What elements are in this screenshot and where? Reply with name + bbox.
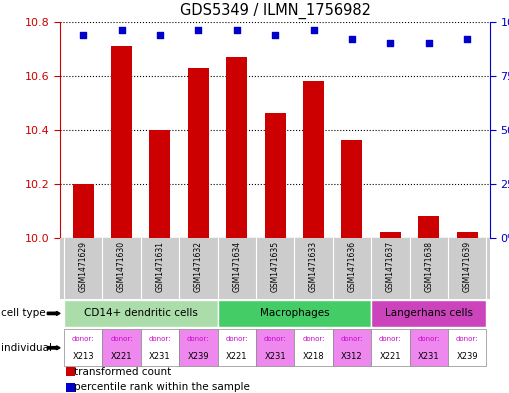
Point: [233, 27, 241, 33]
Bar: [380, 232, 401, 238]
Text: GSM1471639: GSM1471639: [463, 241, 472, 292]
Point: [425, 40, 433, 46]
Text: GSM1471632: GSM1471632: [194, 241, 203, 292]
Text: donor:: donor:: [72, 336, 94, 342]
Bar: [457, 232, 477, 238]
Bar: [188, 68, 209, 238]
Bar: [102, 329, 140, 366]
Text: GSM1471630: GSM1471630: [117, 241, 126, 292]
Bar: [448, 329, 486, 366]
Point: [271, 31, 279, 38]
Text: donor:: donor:: [417, 336, 440, 342]
Bar: [342, 141, 362, 238]
Bar: [217, 329, 256, 366]
Text: GSM1471634: GSM1471634: [232, 241, 241, 292]
Text: percentile rank within the sample: percentile rank within the sample: [74, 382, 250, 393]
Point: [386, 40, 394, 46]
Text: X231: X231: [264, 352, 286, 361]
Text: donor:: donor:: [225, 336, 248, 342]
Bar: [371, 300, 486, 327]
Point: [463, 36, 471, 42]
Text: donor:: donor:: [341, 336, 363, 342]
Text: X213: X213: [72, 352, 94, 361]
Bar: [140, 329, 179, 366]
Bar: [371, 329, 410, 366]
Bar: [294, 329, 333, 366]
Bar: [179, 329, 217, 366]
Text: donor:: donor:: [110, 336, 133, 342]
Text: X218: X218: [303, 352, 324, 361]
Point: [309, 27, 318, 33]
Text: GSM1471636: GSM1471636: [348, 241, 356, 292]
Text: donor:: donor:: [456, 336, 478, 342]
Text: X239: X239: [456, 352, 478, 361]
Title: GDS5349 / ILMN_1756982: GDS5349 / ILMN_1756982: [180, 3, 371, 19]
Point: [79, 31, 87, 38]
Bar: [60, 238, 490, 299]
Bar: [333, 329, 371, 366]
Bar: [226, 57, 247, 238]
Text: GSM1471633: GSM1471633: [309, 241, 318, 292]
Text: donor:: donor:: [379, 336, 402, 342]
Text: CD14+ dendritic cells: CD14+ dendritic cells: [84, 309, 197, 318]
Point: [194, 27, 203, 33]
Bar: [256, 329, 294, 366]
Text: GSM1471637: GSM1471637: [386, 241, 395, 292]
Bar: [73, 184, 94, 238]
Bar: [303, 81, 324, 238]
Bar: [418, 216, 439, 238]
Text: X221: X221: [226, 352, 247, 361]
Bar: [149, 130, 171, 238]
Text: Macrophages: Macrophages: [260, 309, 329, 318]
Text: GSM1471635: GSM1471635: [271, 241, 279, 292]
Text: GSM1471629: GSM1471629: [78, 241, 88, 292]
Bar: [410, 329, 448, 366]
Text: X221: X221: [380, 352, 401, 361]
Point: [118, 27, 126, 33]
Text: GSM1471638: GSM1471638: [424, 241, 433, 292]
Text: transformed count: transformed count: [74, 367, 171, 377]
Bar: [265, 114, 286, 238]
Bar: [111, 46, 132, 238]
Text: GSM1471631: GSM1471631: [155, 241, 164, 292]
Text: cell type: cell type: [1, 309, 46, 318]
Text: donor:: donor:: [302, 336, 325, 342]
Text: individual: individual: [1, 343, 52, 353]
Text: donor:: donor:: [264, 336, 287, 342]
Text: X231: X231: [418, 352, 440, 361]
Text: X221: X221: [111, 352, 132, 361]
Text: X239: X239: [187, 352, 209, 361]
Text: Langerhans cells: Langerhans cells: [385, 309, 473, 318]
Bar: [64, 329, 102, 366]
Text: X231: X231: [149, 352, 171, 361]
Bar: [64, 300, 217, 327]
Bar: [217, 300, 371, 327]
Point: [348, 36, 356, 42]
Point: [156, 31, 164, 38]
Text: donor:: donor:: [149, 336, 171, 342]
Text: X312: X312: [341, 352, 363, 361]
Text: donor:: donor:: [187, 336, 210, 342]
